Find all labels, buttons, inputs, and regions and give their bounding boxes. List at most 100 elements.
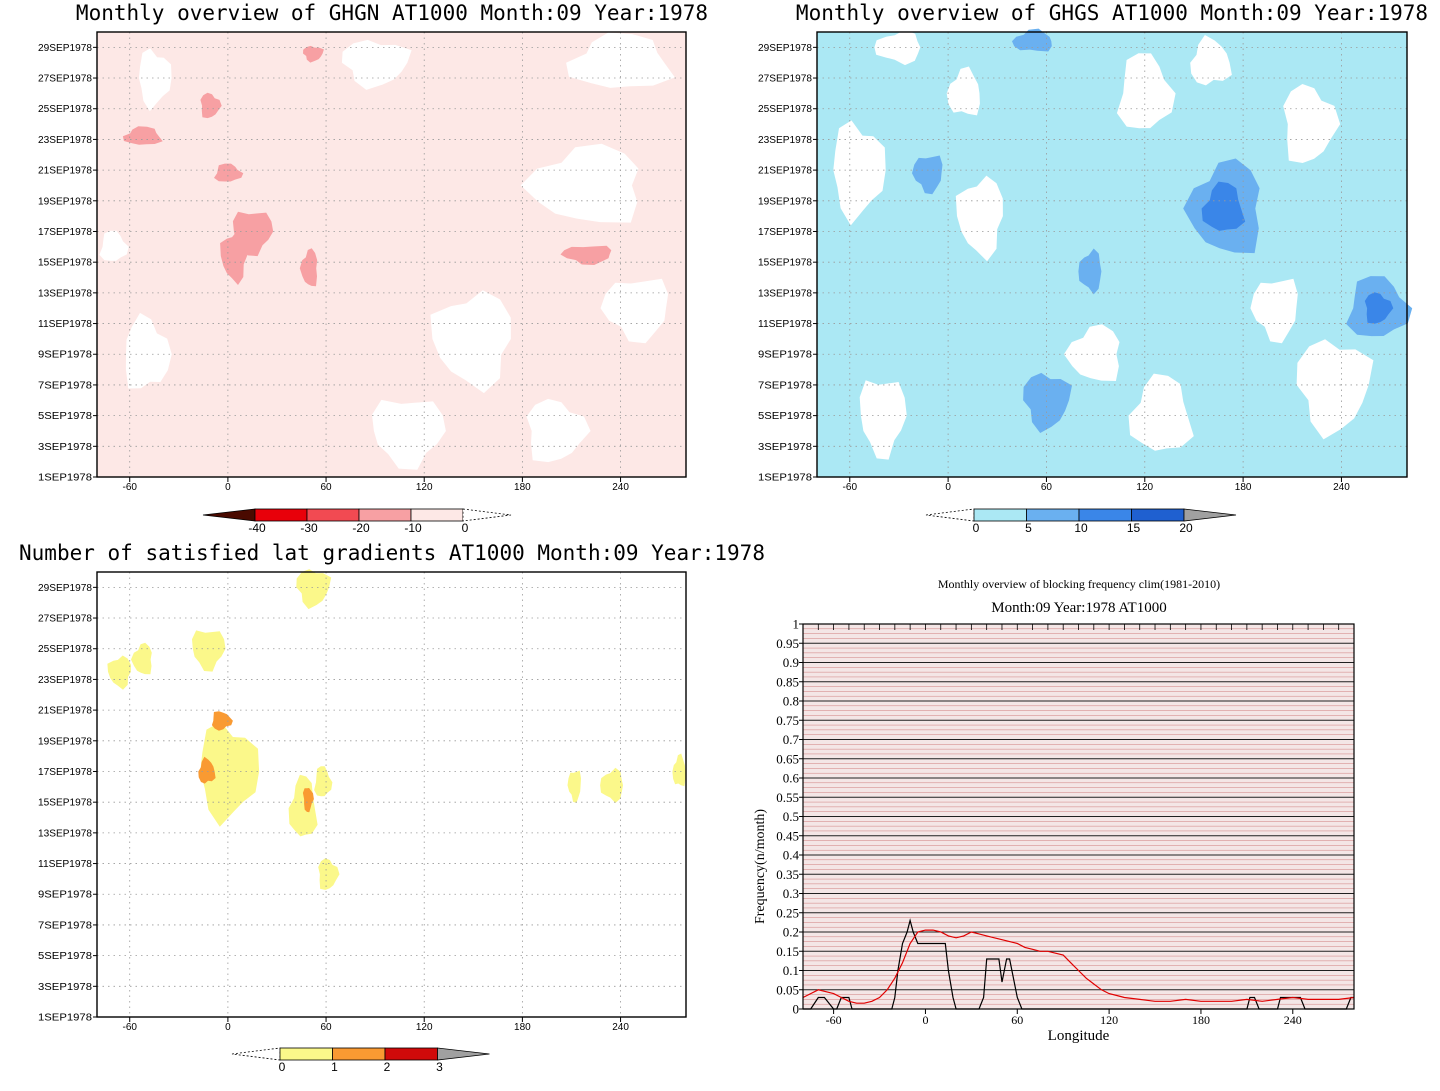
ghgs-below-zero-area [1283, 84, 1341, 163]
freq-y-tick-label: 0.5 [783, 809, 799, 824]
y-tick-label: 21SEP1978 [758, 166, 812, 177]
ghgs-colorbar-extend-low [925, 508, 975, 522]
ghgs-contour-region [1201, 181, 1246, 231]
ghgs-colorbar-tick-label: 10 [1074, 521, 1088, 535]
y-tick-label: 5SEP1978 [38, 951, 92, 962]
ghgn-contour-region [560, 245, 612, 265]
y-tick-label: 29SEP1978 [758, 43, 812, 54]
ghgn-positive-area [430, 290, 511, 394]
grad-contour-region [200, 721, 260, 827]
ghgn-contour-region [303, 45, 324, 63]
grad-title: Number of satisfied lat gradients AT1000… [19, 541, 765, 565]
x-tick-label: 60 [320, 482, 332, 493]
ghgn-colorbar-segment [306, 508, 360, 522]
x-tick-label: 180 [1235, 482, 1252, 493]
y-tick-label: 7SEP1978 [38, 920, 92, 931]
x-tick-label: 240 [612, 1022, 629, 1033]
y-tick-label: 17SEP1978 [38, 767, 92, 778]
y-tick-label: 1SEP1978 [758, 473, 812, 484]
ghgs-colorbar-tick-label: 15 [1127, 521, 1141, 535]
x-tick-label: 180 [514, 482, 531, 493]
grad-contour-region [107, 655, 131, 690]
ghgn-contour-region [122, 126, 163, 145]
ghgn-positive-area [341, 39, 412, 90]
x-tick-label: -60 [843, 482, 858, 493]
y-tick-label: 5SEP1978 [38, 411, 92, 422]
grad-colorbar-extend-low [231, 1047, 281, 1061]
y-tick-label: 15SEP1978 [38, 258, 92, 269]
x-tick-label: 0 [225, 482, 231, 493]
grad-contour-region [318, 858, 340, 890]
grad-colorbar-tick-label: 0 [279, 1060, 286, 1074]
freq-x-tick-label: 120 [1100, 1013, 1118, 1027]
x-tick-label: 120 [1136, 482, 1153, 493]
grad-contour-region [192, 630, 226, 672]
ghgn-positive-area [520, 143, 639, 223]
ghgs-below-zero-area [1128, 373, 1194, 451]
grad-colorbar-tick-label: 3 [436, 1060, 443, 1074]
y-tick-label: 3SEP1978 [758, 442, 812, 453]
plot-frame [96, 571, 687, 1018]
ghgn-title: Monthly overview of GHGN AT1000 Month:09… [76, 1, 708, 25]
ghgs-contour-region [912, 155, 943, 195]
freq-x-tick-label: 0 [922, 1013, 928, 1027]
y-tick-label: 23SEP1978 [38, 675, 92, 686]
ghgn-colorbar-segment [358, 508, 412, 522]
y-tick-label: 27SEP1978 [758, 74, 812, 85]
ghgn-colorbar-segment [254, 508, 308, 522]
ghgs-contour-region [1364, 292, 1394, 324]
freq-y-tick-label: 0.75 [776, 713, 799, 728]
freq-y-tick-label: 0.1 [783, 963, 799, 978]
ghgs-below-zero-area [833, 120, 886, 226]
y-tick-label: 9SEP1978 [38, 350, 92, 361]
x-tick-label: 0 [225, 1022, 231, 1033]
y-tick-label: 27SEP1978 [38, 74, 92, 85]
y-tick-label: 7SEP1978 [758, 380, 812, 391]
freq-x-axis-label: Longitude [1048, 1028, 1110, 1044]
ghgs-contour-region [1012, 28, 1052, 52]
ghgn-contour-region [214, 163, 244, 182]
grad-colorbar-tick-label: 2 [384, 1060, 391, 1074]
x-tick-label: 120 [416, 1022, 433, 1033]
grad-contour-region [296, 569, 332, 610]
ghgn-contour-region [200, 92, 222, 119]
ghgs-colorbar-tick-label: 0 [973, 521, 980, 535]
freq-title: Monthly overview of blocking frequency c… [938, 577, 1220, 591]
y-tick-label: 11SEP1978 [758, 319, 812, 330]
ghgs-below-zero-area [1296, 339, 1374, 440]
ghgs-colorbar-segment [973, 508, 1027, 522]
y-tick-label: 23SEP1978 [758, 135, 812, 146]
ghgs-title: Monthly overview of GHGS AT1000 Month:09… [796, 1, 1428, 25]
freq-y-tick-label: 0.55 [776, 790, 799, 805]
grad-contour-region [600, 767, 623, 803]
ghgs-below-zero-area [946, 66, 980, 116]
y-tick-label: 25SEP1978 [758, 104, 812, 115]
ghgs-contour-region [1023, 372, 1072, 433]
freq-y-tick-label: 0.9 [783, 655, 799, 670]
freq-y-tick-label: 0 [793, 1002, 800, 1017]
grad-contour-region [314, 766, 333, 797]
x-tick-label: 240 [1333, 482, 1350, 493]
ghgs-below-zero-area [1190, 35, 1232, 86]
ghgn-contour-region [299, 248, 318, 287]
grad-colorbar-segment [332, 1047, 386, 1061]
freq-x-tick-label: 240 [1284, 1013, 1302, 1027]
y-tick-label: 17SEP1978 [758, 227, 812, 238]
y-tick-label: 29SEP1978 [38, 583, 92, 594]
grad-contour-region [567, 770, 581, 803]
y-tick-label: 29SEP1978 [38, 43, 92, 54]
ghgn-positive-area [138, 48, 172, 112]
x-tick-label: 240 [612, 482, 629, 493]
freq-y-tick-label: 0.95 [776, 636, 799, 651]
y-tick-label: 3SEP1978 [38, 982, 92, 993]
freq-x-tick-label: 60 [1011, 1013, 1023, 1027]
ghgs-contour-plot: -60 0 60 120 180 240 1SEP1978 3SEP1978 5SEP1978 7… [758, 28, 1413, 493]
y-tick-label: 9SEP1978 [38, 890, 92, 901]
gradients-contour-plot: -60 0 60 120 180 240 1SEP1978 3SEP1978 5SEP1978 7… [38, 569, 687, 1033]
y-tick-label: 9SEP1978 [758, 350, 812, 361]
x-tick-label: -60 [122, 482, 137, 493]
ghgs-colorbar-tick-label: 20 [1179, 521, 1193, 535]
x-tick-label: 120 [416, 482, 433, 493]
ghgn-positive-area [99, 230, 129, 261]
